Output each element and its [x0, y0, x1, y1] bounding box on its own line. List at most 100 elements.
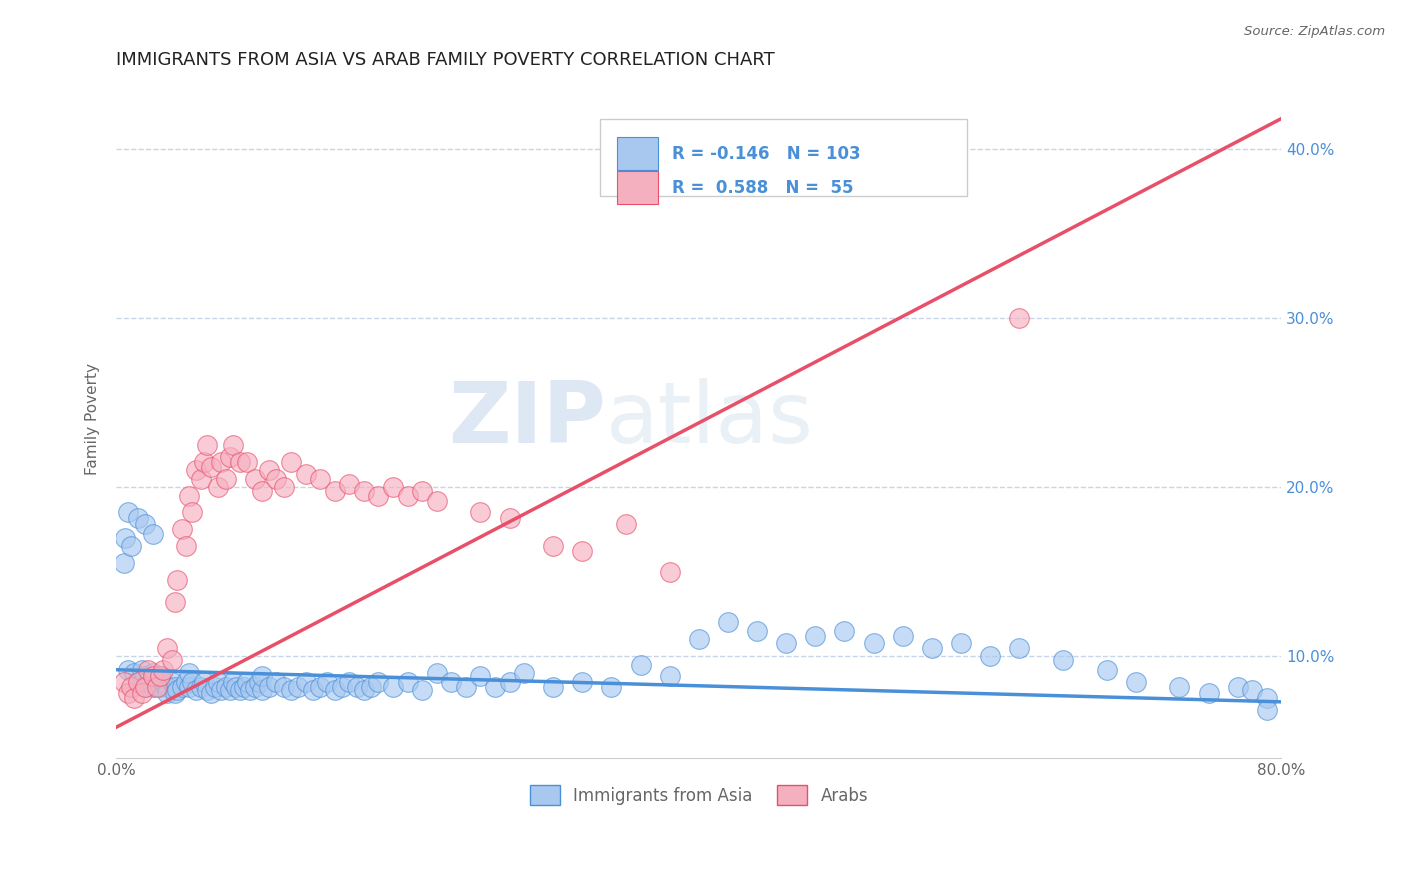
Point — [193, 455, 215, 469]
Point — [117, 663, 139, 677]
Text: IMMIGRANTS FROM ASIA VS ARAB FAMILY POVERTY CORRELATION CHART: IMMIGRANTS FROM ASIA VS ARAB FAMILY POVE… — [117, 51, 775, 69]
Point — [236, 674, 259, 689]
FancyBboxPatch shape — [617, 137, 658, 170]
Point — [775, 635, 797, 649]
Point — [440, 674, 463, 689]
Point — [688, 632, 710, 647]
Point — [337, 674, 360, 689]
Point — [513, 666, 536, 681]
Point — [266, 674, 288, 689]
Point — [382, 680, 405, 694]
Point — [131, 663, 153, 677]
Point — [1198, 686, 1220, 700]
Point — [330, 680, 353, 694]
Point — [181, 674, 204, 689]
Point — [142, 669, 165, 683]
Point — [571, 544, 593, 558]
Legend: Immigrants from Asia, Arabs: Immigrants from Asia, Arabs — [522, 777, 876, 814]
Point — [658, 669, 681, 683]
Point — [142, 527, 165, 541]
Point — [302, 683, 325, 698]
Point — [426, 666, 449, 681]
Point — [174, 539, 197, 553]
Point — [218, 683, 240, 698]
Point — [149, 669, 172, 683]
Point — [236, 455, 259, 469]
Point — [571, 674, 593, 689]
Point — [280, 683, 302, 698]
Point — [136, 663, 159, 677]
Point — [498, 510, 520, 524]
Point — [309, 472, 332, 486]
Point — [195, 438, 218, 452]
Point — [294, 467, 316, 481]
Point — [834, 624, 856, 638]
Point — [218, 450, 240, 464]
Point — [353, 483, 375, 498]
Point — [122, 666, 145, 681]
Point — [207, 674, 229, 689]
Point — [225, 680, 247, 694]
Point — [156, 686, 179, 700]
Point — [134, 669, 156, 683]
Point — [127, 510, 149, 524]
Point — [484, 680, 506, 694]
Point — [134, 517, 156, 532]
Point — [112, 556, 135, 570]
Point — [166, 683, 188, 698]
Point — [233, 680, 256, 694]
Point — [257, 680, 280, 694]
Point — [156, 640, 179, 655]
Point — [134, 680, 156, 694]
Point — [177, 489, 200, 503]
Point — [541, 680, 564, 694]
Point — [949, 635, 972, 649]
Point — [214, 472, 236, 486]
Point — [149, 680, 172, 694]
Point — [309, 680, 332, 694]
Point — [170, 680, 193, 694]
Point — [134, 680, 156, 694]
Point — [222, 674, 245, 689]
Point — [239, 683, 262, 698]
Point — [346, 680, 368, 694]
Point — [266, 472, 288, 486]
Point — [195, 683, 218, 698]
Point — [257, 463, 280, 477]
Text: ZIP: ZIP — [449, 378, 606, 461]
Point — [136, 674, 159, 689]
Point — [323, 483, 346, 498]
Y-axis label: Family Poverty: Family Poverty — [86, 364, 100, 475]
Point — [426, 493, 449, 508]
Text: Source: ZipAtlas.com: Source: ZipAtlas.com — [1244, 25, 1385, 38]
Point — [600, 680, 623, 694]
Point — [630, 657, 652, 672]
Point — [979, 649, 1001, 664]
FancyBboxPatch shape — [617, 171, 658, 203]
Point — [1095, 663, 1118, 677]
Point — [142, 680, 165, 694]
Point — [247, 674, 270, 689]
Point — [367, 489, 389, 503]
FancyBboxPatch shape — [600, 119, 967, 196]
Point — [177, 680, 200, 694]
Point — [152, 663, 174, 677]
Point — [127, 674, 149, 689]
Point — [470, 506, 492, 520]
Point — [250, 683, 273, 698]
Point — [190, 680, 212, 694]
Point — [209, 455, 232, 469]
Point — [541, 539, 564, 553]
Point — [149, 669, 172, 683]
Point — [207, 480, 229, 494]
Point — [287, 680, 309, 694]
Point — [498, 674, 520, 689]
Point — [131, 686, 153, 700]
Point — [614, 517, 637, 532]
Point — [204, 680, 226, 694]
Point — [163, 680, 186, 694]
Point — [209, 683, 232, 698]
Point — [1008, 640, 1031, 655]
Point — [717, 615, 740, 630]
Text: atlas: atlas — [606, 378, 814, 461]
